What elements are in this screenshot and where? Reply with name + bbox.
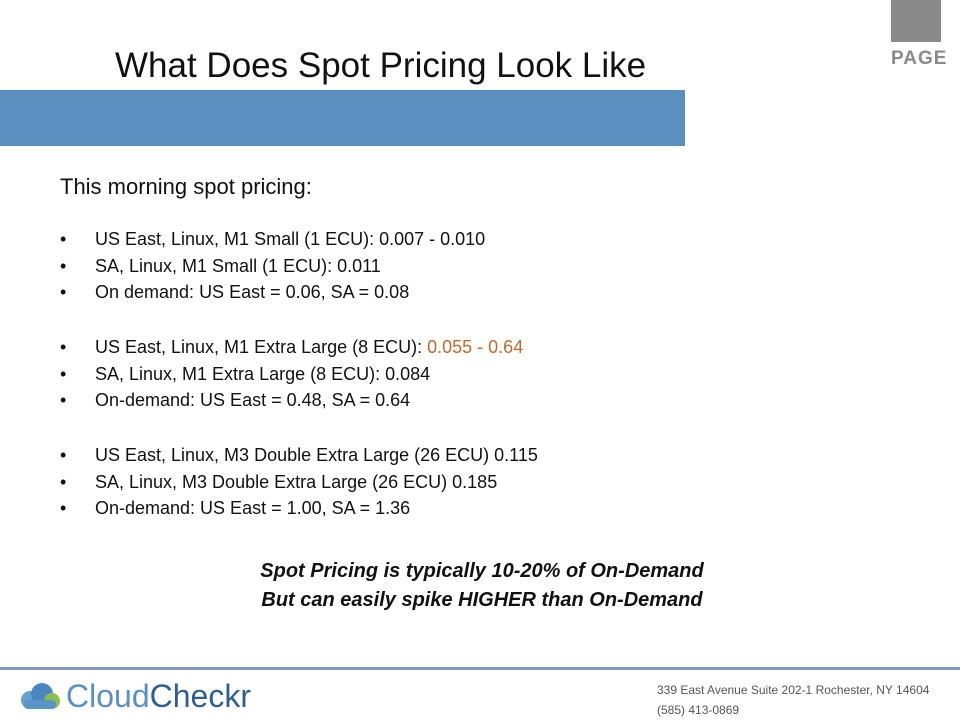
bullet-dot: • — [60, 363, 67, 384]
bullet-text: On demand: US East = 0.06, SA = 0.08 — [95, 282, 409, 303]
text: SA, Linux, M1 Extra Large (8 ECU): 0.084 — [95, 363, 431, 384]
bullet-text: SA, Linux, M1 Small (1 ECU): 0.011 — [95, 256, 381, 277]
bullet-dot: • — [60, 471, 67, 492]
address-block: 339 East Avenue Suite 202-1 Rochester, N… — [657, 680, 929, 720]
bullet-dot: • — [60, 255, 67, 276]
title-bar — [0, 90, 685, 146]
bullet-text: On-demand: US East = 0.48, SA = 0.64 — [95, 390, 410, 411]
bullet-text: On-demand: US East = 1.00, SA = 1.36 — [95, 498, 410, 519]
text: On demand: US East = 0.06, SA = 0.08 — [95, 282, 410, 303]
logo-text: Cloud — [66, 678, 150, 714]
text: SA, Linux, M1 Small (1 ECU): 0.011 — [95, 255, 381, 276]
slide-title: What Does Spot Pricing Look Like — [115, 46, 647, 85]
logo-icon — [21, 683, 60, 709]
bullet-dot: • — [60, 445, 67, 465]
bullet-dot: • — [60, 282, 67, 303]
text: On-demand: US East = 1.00, SA = 1.36 — [95, 498, 411, 519]
bullet-text: US East, Linux, M3 Double Extra Large (2… — [95, 445, 538, 466]
highlight: 0.055 - 0.64 — [427, 337, 524, 357]
bullet-text: SA, Linux, M1 Extra Large (8 ECU): 0.084 — [95, 364, 430, 385]
note: But can easily spike HIGHER than On-Dema… — [261, 589, 703, 611]
note: Spot Pricing is typically 10-20% of On-D… — [260, 560, 704, 582]
page-label: PAGE — [891, 48, 948, 69]
text: US East, Linux, M1 Small (1 ECU): 0.007 … — [95, 229, 486, 249]
text: On-demand: US East = 0.48, SA = 0.64 — [95, 390, 411, 411]
logo: CloudCheckr — [66, 678, 251, 715]
bullet-dot: • — [60, 229, 67, 249]
bullet-dot: • — [60, 498, 67, 519]
bullet-text: US East, Linux, M1 Small (1 ECU): 0.007 … — [95, 229, 485, 250]
footer-rule — [0, 667, 960, 670]
logo-text: Checkr — [149, 678, 251, 714]
text: US East, Linux, M3 Double Extra Large (2… — [95, 445, 538, 465]
text: US East, Linux, M1 Extra Large (8 ECU): — [95, 337, 428, 357]
intro: This morning spot pricing: — [60, 174, 312, 199]
bullet-dot: • — [60, 337, 67, 357]
phone: (585) 413-0869 — [657, 703, 740, 717]
page-box — [891, 0, 941, 42]
address: 339 East Avenue Suite 202-1 Rochester, N… — [657, 683, 930, 697]
bullet-text: SA, Linux, M3 Double Extra Large (26 ECU… — [95, 472, 497, 493]
bullet-text: US East, Linux, M1 Extra Large (8 ECU): … — [95, 337, 523, 358]
bullet-dot: • — [60, 390, 67, 411]
text: SA, Linux, M3 Double Extra Large (26 ECU… — [95, 471, 498, 492]
